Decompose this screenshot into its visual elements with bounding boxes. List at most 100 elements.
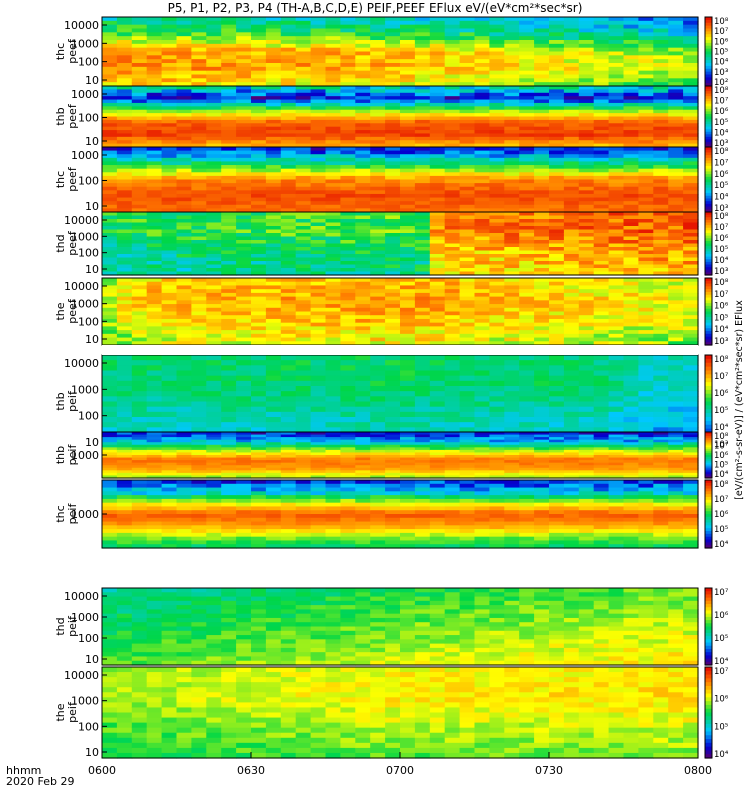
heatmap-cell [146, 55, 163, 60]
heatmap-cell [519, 229, 535, 234]
heatmap-cell [474, 326, 490, 331]
heatmap-cell [549, 47, 565, 53]
heatmap-cell [683, 102, 699, 107]
heatmap-cell [623, 157, 639, 163]
heatmap-cell [429, 434, 446, 438]
heatmap-cell [370, 133, 386, 138]
heatmap-cell [444, 197, 461, 202]
heatmap-cell [221, 229, 237, 234]
heatmap-cell [116, 201, 133, 206]
heatmap-cell [102, 322, 118, 327]
heatmap-cell [295, 460, 312, 464]
colorbar-step [705, 209, 712, 213]
heatmap-cell [355, 215, 371, 220]
heatmap-cell [176, 333, 192, 339]
heatmap-cell [340, 355, 356, 361]
heatmap-cell [653, 257, 669, 262]
heatmap-cell [206, 300, 222, 305]
heatmap-cell [504, 300, 520, 305]
heatmap-cell [355, 326, 371, 331]
heatmap-cell [191, 386, 207, 392]
heatmap-cell [608, 229, 625, 234]
heatmap-cell [459, 285, 476, 290]
heatmap-cell [593, 278, 610, 283]
heatmap-cell [325, 467, 341, 471]
heatmap-cell [504, 304, 520, 309]
heatmap-cell [549, 157, 565, 163]
heatmap-cell [295, 215, 312, 220]
heatmap-cell [668, 333, 684, 339]
heatmap-cell [400, 444, 416, 448]
heatmap-cell [161, 175, 178, 181]
heatmap-cell [504, 401, 520, 408]
heatmap-cell [489, 197, 505, 202]
heatmap-cell [191, 337, 207, 342]
heatmap-cell [504, 326, 520, 331]
heatmap-cell [444, 78, 461, 83]
heatmap-cell [221, 243, 237, 248]
heatmap-cell [370, 457, 386, 461]
colorbar-step [705, 63, 712, 67]
heatmap-cell [593, 380, 610, 387]
heatmap-cell [146, 212, 163, 217]
heatmap-cell [489, 240, 505, 245]
heatmap-cell [221, 292, 237, 298]
heatmap-cell [668, 375, 684, 382]
heatmap-cell [385, 278, 401, 283]
heatmap-cell [355, 380, 371, 387]
heatmap-cell [444, 333, 461, 339]
heatmap-cell [385, 229, 401, 234]
heatmap-cell [563, 247, 580, 252]
heatmap-cell [489, 92, 505, 97]
colorbar-step [705, 308, 712, 313]
heatmap-cell [355, 183, 371, 188]
heatmap-cell [414, 470, 431, 474]
heatmap-cell [385, 28, 401, 33]
heatmap-cell [593, 261, 610, 266]
heatmap-cell [683, 82, 699, 87]
heatmap-cell [608, 150, 625, 155]
colorbar-tick-label: 10⁸ [714, 147, 729, 157]
heatmap-cell [608, 300, 625, 305]
heatmap-cell [563, 330, 580, 335]
heatmap-cell [444, 157, 461, 163]
heatmap-cell [191, 82, 207, 87]
panel-ylabel: peef [66, 38, 79, 64]
heatmap-cell [489, 355, 505, 361]
heatmap-cell [176, 130, 192, 135]
heatmap-cell [206, 236, 222, 241]
heatmap-cell [638, 386, 654, 392]
heatmap-cell [191, 406, 207, 413]
heatmap-cell [116, 215, 133, 220]
heatmap-cell [355, 396, 371, 403]
heatmap-cell [191, 136, 207, 141]
heatmap-cell [668, 219, 684, 224]
heatmap-cell [578, 126, 595, 131]
heatmap-cell [444, 74, 461, 79]
heatmap-cell [370, 43, 386, 49]
heatmap-cell [400, 70, 416, 76]
heatmap-cell [161, 172, 178, 177]
heatmap-cell [489, 360, 505, 366]
heatmap-cell [146, 318, 163, 324]
heatmap-cell [131, 326, 148, 331]
heatmap-cell [638, 183, 654, 188]
heatmap-cell [444, 140, 461, 145]
heatmap-cell [355, 264, 371, 269]
heatmap-cell [370, 204, 386, 209]
heatmap-cell [444, 150, 461, 155]
heatmap-cell [236, 113, 252, 118]
heatmap-cell [221, 442, 237, 446]
heatmap-cell [504, 55, 520, 60]
heatmap-cell [474, 401, 490, 408]
heatmap-cell [444, 109, 461, 114]
heatmap-cell [444, 20, 461, 26]
heatmap-cell [102, 74, 118, 79]
heatmap-cell [608, 318, 625, 324]
heatmap-cell [429, 222, 446, 227]
heatmap-cell [310, 168, 327, 173]
heatmap-cell [102, 157, 118, 163]
heatmap-cell [489, 140, 505, 145]
heatmap-cell [146, 257, 163, 262]
heatmap-cell [310, 300, 327, 305]
